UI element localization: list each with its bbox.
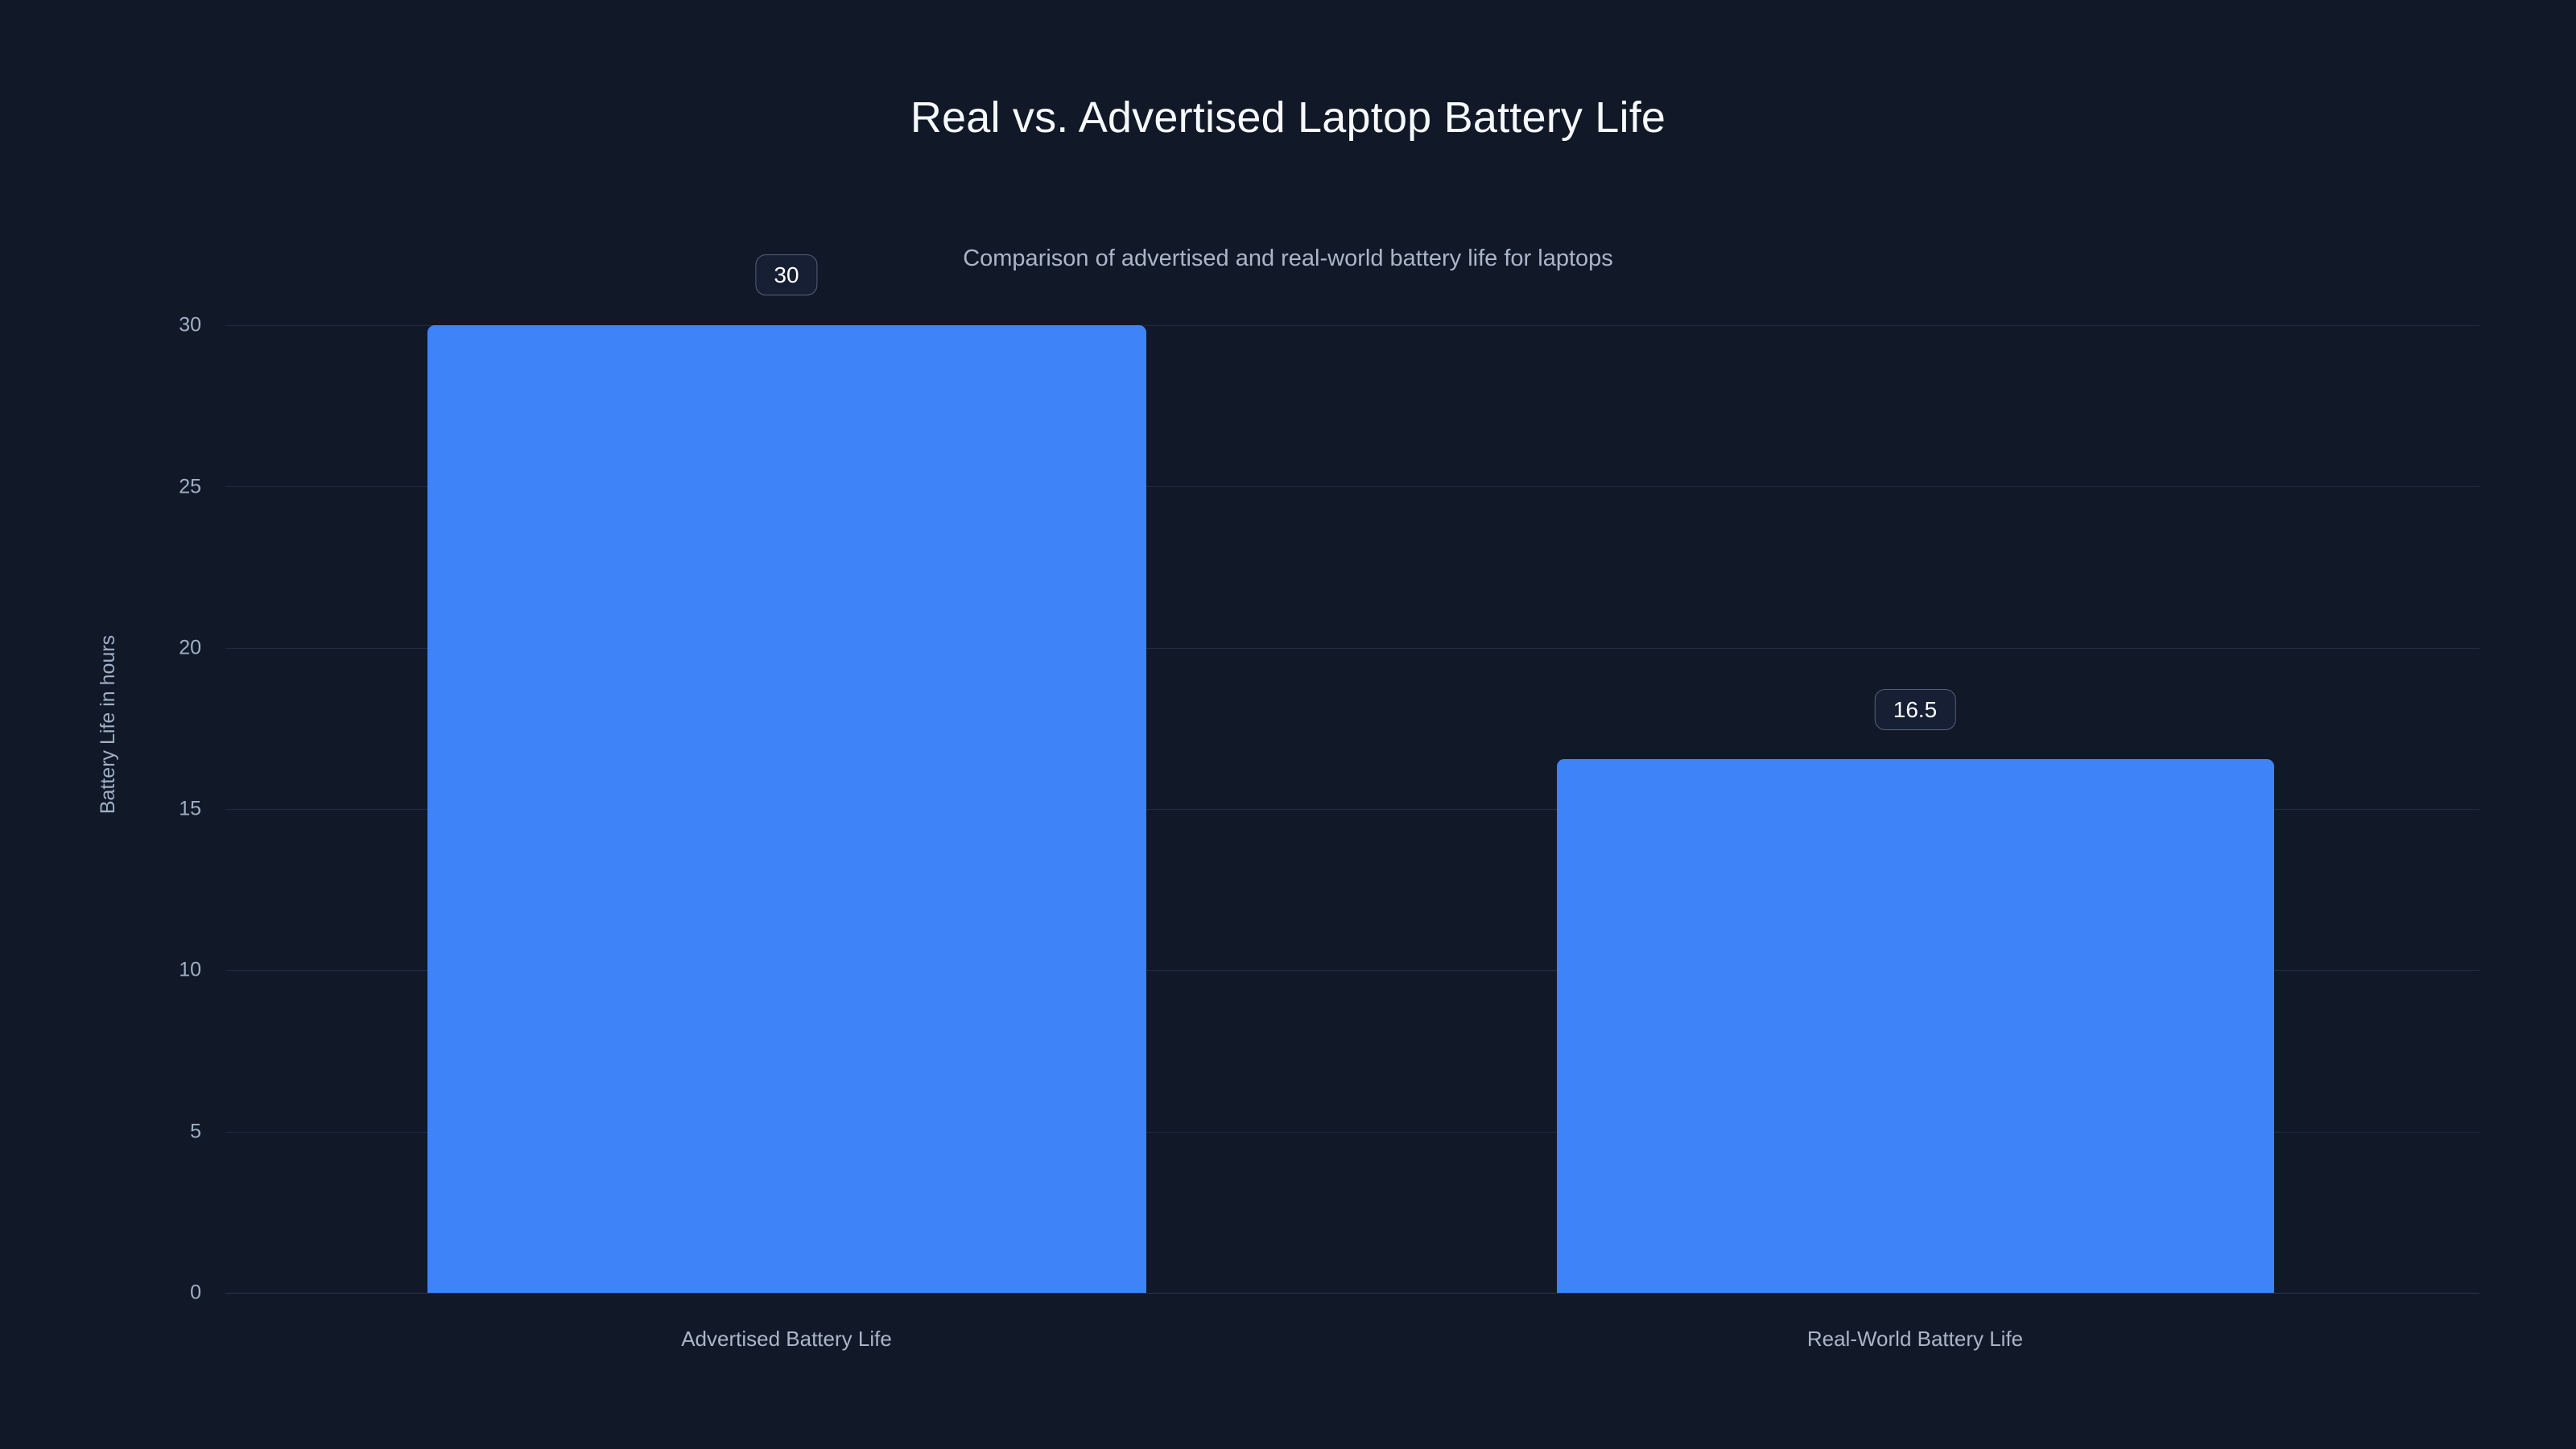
bar-advertised-battery-life[interactable] <box>427 325 1146 1293</box>
y-tick-label: 15 <box>179 797 201 820</box>
gridline <box>225 809 2479 810</box>
y-tick-label: 20 <box>179 636 201 659</box>
gridline <box>225 648 2479 649</box>
bar-real-world-battery-life[interactable] <box>1557 759 2274 1293</box>
value-badge-advertised: 30 <box>755 254 818 296</box>
y-axis-title: Battery Life in hours <box>97 634 119 815</box>
chart-subtitle: Comparison of advertised and real-world … <box>963 246 1613 271</box>
gridline <box>225 970 2479 971</box>
y-tick-label: 30 <box>179 313 201 336</box>
gridline <box>225 486 2479 487</box>
gridline-baseline <box>225 1293 2479 1294</box>
value-badge-real-world: 16.5 <box>1874 689 1956 731</box>
y-tick-label: 10 <box>179 958 201 981</box>
chart-title: Real vs. Advertised Laptop Battery Life <box>910 93 1666 142</box>
y-tick-label: 0 <box>190 1281 201 1304</box>
plot-area <box>225 325 2479 1294</box>
y-tick-label: 25 <box>179 475 201 498</box>
y-tick-label: 5 <box>190 1120 201 1143</box>
x-axis-label-real-world: Real-World Battery Life <box>1806 1327 2024 1351</box>
gridline <box>225 325 2479 326</box>
x-axis-label-advertised: Advertised Battery Life <box>681 1327 892 1351</box>
gridline <box>225 1132 2479 1133</box>
